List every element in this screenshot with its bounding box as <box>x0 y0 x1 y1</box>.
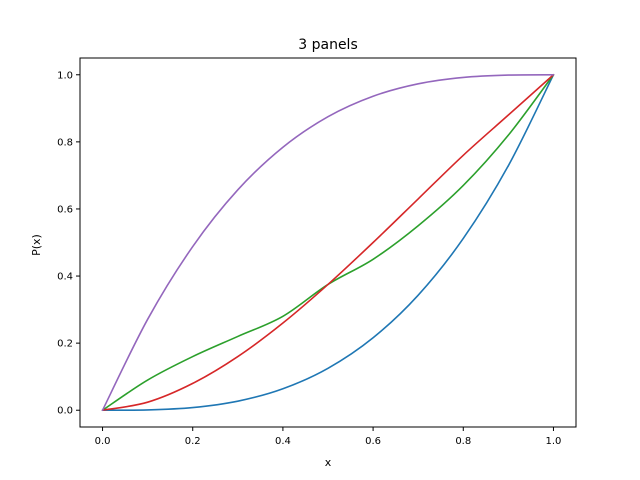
y-tick-label: 0.4 <box>57 272 73 283</box>
y-tick-label: 1.0 <box>57 70 73 81</box>
series-line-red <box>101 73 555 412</box>
x-axis-label: x <box>325 456 332 469</box>
x-tick-label: 0.8 <box>455 436 471 447</box>
y-tick-label: 0.2 <box>57 339 73 350</box>
x-tick-label: 1.0 <box>546 436 562 447</box>
x-axis: 0.0 0.2 0.4 0.6 0.8 1.0 <box>95 427 562 447</box>
x-tick-label: 0.4 <box>275 436 291 447</box>
axes-frame <box>79 57 577 428</box>
x-tick-label: 0.6 <box>365 436 381 447</box>
series-line-purple <box>101 73 555 412</box>
y-axis: 0.0 0.2 0.4 0.6 0.8 1.0 <box>57 70 80 417</box>
y-tick-label: 0.0 <box>57 406 73 417</box>
y-axis-label: P(x) <box>30 234 43 256</box>
y-tick-label: 0.8 <box>57 137 73 148</box>
series-line-green <box>101 73 555 412</box>
series-line-blue <box>101 73 555 412</box>
x-tick-label: 0.0 <box>95 436 111 447</box>
plot-area <box>101 73 555 412</box>
chart-title: 3 panels <box>298 37 358 53</box>
x-tick-label: 0.2 <box>185 436 201 447</box>
y-tick-label: 0.6 <box>57 204 73 215</box>
